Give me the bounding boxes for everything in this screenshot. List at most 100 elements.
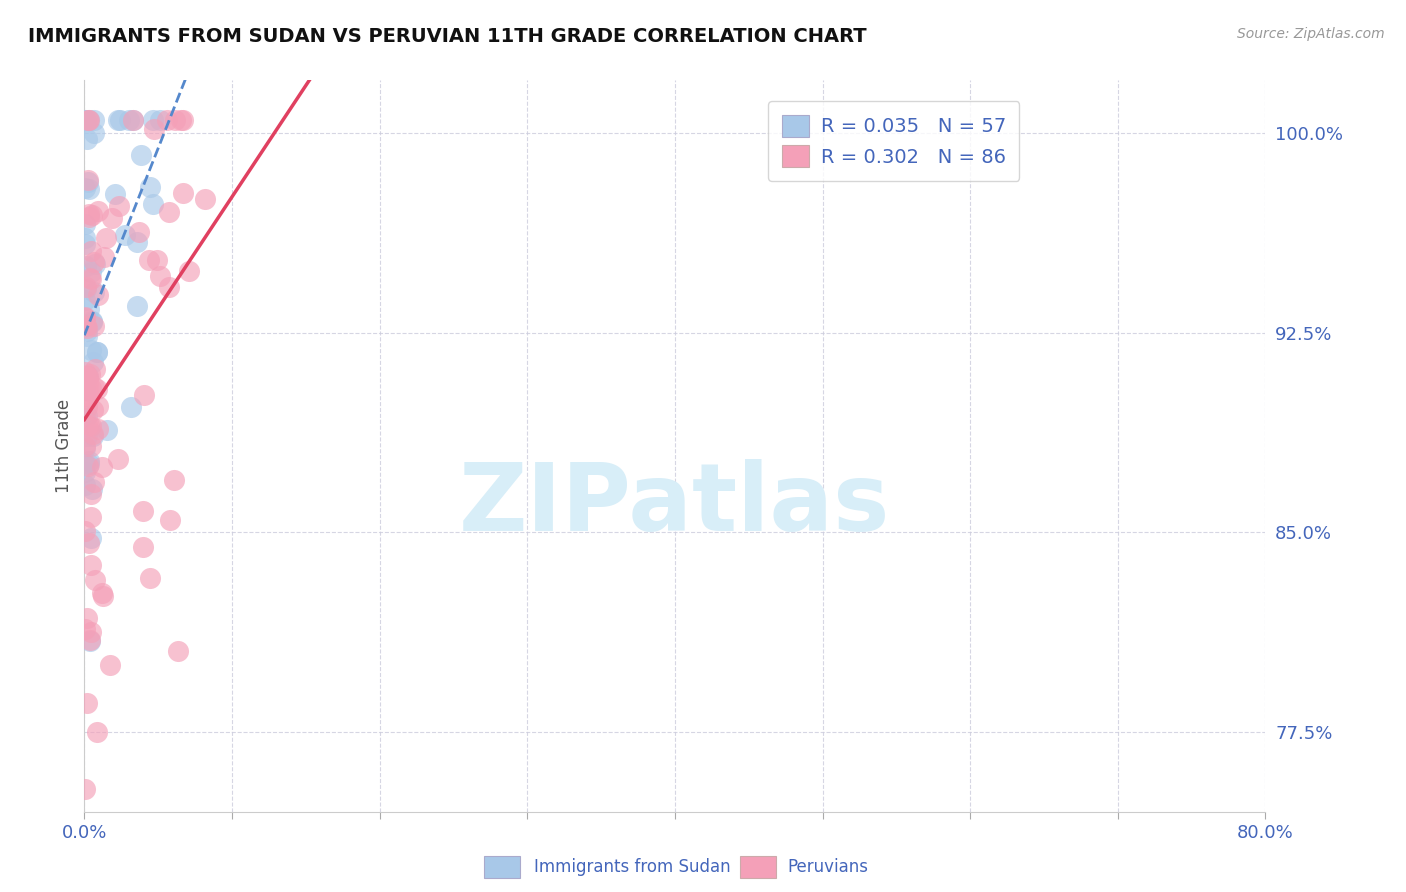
Point <box>76 409 98 423</box>
Point <box>77 453 100 467</box>
Point <box>80 482 103 496</box>
Point <box>87 422 110 436</box>
Text: Immigrants from Sudan: Immigrants from Sudan <box>534 858 731 876</box>
Point <box>79 368 101 382</box>
Point <box>83 319 105 334</box>
Point <box>80 509 103 524</box>
Point <box>76 418 98 433</box>
Point <box>77 301 100 316</box>
Y-axis label: 11th Grade: 11th Grade <box>55 399 73 493</box>
Point <box>77 376 100 391</box>
Point <box>75 259 97 273</box>
Point <box>134 388 156 402</box>
Point <box>76 696 98 710</box>
Point <box>79 487 101 501</box>
Point <box>76 429 98 443</box>
Point <box>75 217 97 231</box>
Point <box>79 271 101 285</box>
Point <box>86 203 108 218</box>
Point <box>77 369 100 384</box>
Point <box>82 402 104 417</box>
Point <box>107 113 129 128</box>
Point <box>82 314 104 328</box>
Point <box>76 610 98 624</box>
Point <box>76 321 98 335</box>
Point <box>82 429 104 443</box>
Point <box>170 113 193 128</box>
Text: ZIPatlas: ZIPatlas <box>460 458 890 550</box>
Point <box>75 410 97 425</box>
Point <box>83 113 105 128</box>
Point <box>139 180 162 194</box>
Point <box>75 310 97 325</box>
Point <box>83 285 105 299</box>
Point <box>80 418 103 433</box>
Point <box>75 365 97 379</box>
Point <box>156 113 179 128</box>
Point <box>120 401 142 415</box>
Point <box>79 439 101 453</box>
Point <box>138 253 160 268</box>
Point <box>75 319 97 334</box>
Point <box>84 361 107 376</box>
Point <box>75 230 97 244</box>
Point <box>125 235 148 249</box>
Point <box>91 585 114 599</box>
Text: Source: ZipAtlas.com: Source: ZipAtlas.com <box>1237 27 1385 41</box>
Point <box>76 392 98 406</box>
Point <box>75 782 97 797</box>
Point <box>75 181 97 195</box>
Point <box>80 244 103 258</box>
Point <box>84 573 107 587</box>
Point <box>142 113 165 128</box>
Point <box>75 524 97 538</box>
Point <box>172 113 194 128</box>
Point <box>79 634 101 648</box>
Point <box>80 558 103 572</box>
Point <box>128 225 150 239</box>
Point <box>77 536 100 550</box>
Point <box>98 657 121 672</box>
Point <box>157 204 180 219</box>
Point <box>157 280 180 294</box>
Point <box>75 384 97 398</box>
Point <box>110 113 132 128</box>
Point <box>77 458 100 473</box>
Point <box>149 113 172 128</box>
Point <box>132 504 155 518</box>
Point <box>146 253 169 268</box>
Point <box>172 186 194 201</box>
Point <box>75 282 97 296</box>
Point <box>79 417 101 432</box>
Point <box>91 460 114 475</box>
Point <box>76 328 98 343</box>
Point <box>75 478 97 492</box>
Point <box>86 399 108 413</box>
Point <box>79 632 101 647</box>
Point <box>76 132 98 146</box>
Point <box>101 211 124 225</box>
Point <box>96 231 118 245</box>
Point <box>194 192 217 206</box>
Point <box>80 381 103 395</box>
Point <box>75 439 97 453</box>
Point <box>167 643 190 657</box>
Point <box>79 211 101 225</box>
Point <box>108 199 131 213</box>
Point <box>132 540 155 554</box>
Point <box>83 126 105 140</box>
Point <box>87 288 110 302</box>
Point <box>142 196 165 211</box>
Point <box>77 113 100 128</box>
Point <box>80 531 103 545</box>
Point <box>75 113 97 128</box>
Point <box>80 271 103 285</box>
Point <box>77 113 100 128</box>
Text: Peruvians: Peruvians <box>787 858 869 876</box>
Point <box>75 293 97 308</box>
Point <box>76 384 98 399</box>
Point <box>96 423 118 437</box>
Point <box>79 207 101 221</box>
Point <box>77 175 100 189</box>
Point <box>122 113 145 128</box>
